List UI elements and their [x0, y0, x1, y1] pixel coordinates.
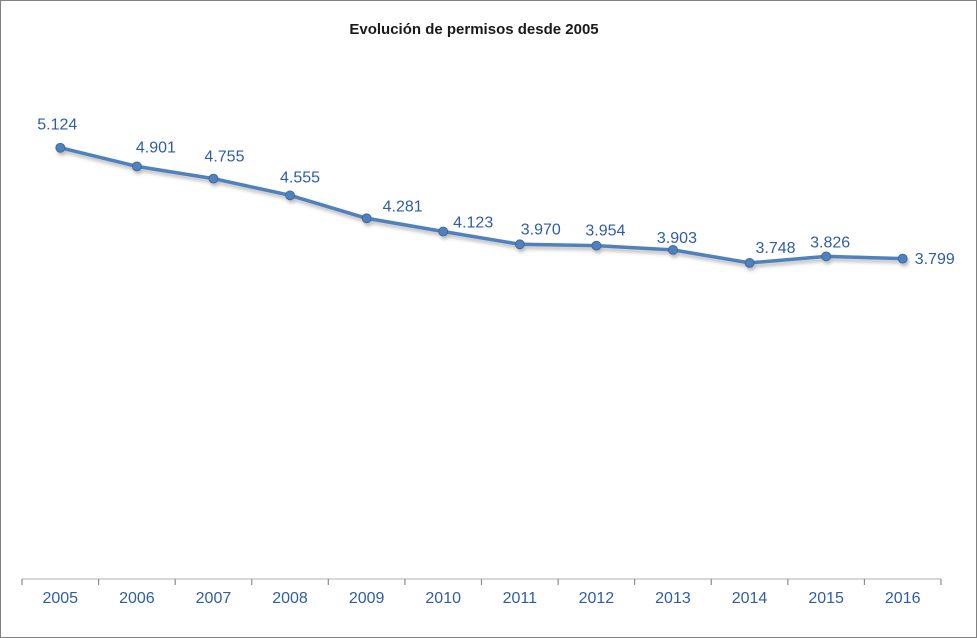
data-point-2009 — [361, 213, 372, 224]
x-axis-label-2005: 2005 — [42, 590, 78, 607]
data-label-2008: 4.555 — [280, 169, 320, 186]
x-axis-label-2010: 2010 — [425, 590, 461, 607]
data-label-2005: 5.124 — [37, 117, 77, 134]
data-point-2016 — [897, 253, 908, 264]
data-point-2014 — [744, 257, 755, 268]
data-point-2007 — [208, 173, 219, 184]
data-label-2009: 4.281 — [383, 198, 423, 215]
data-point-2015 — [821, 251, 832, 262]
x-axis-label-2006: 2006 — [119, 590, 155, 607]
x-axis-label-2008: 2008 — [272, 590, 308, 607]
data-label-2010: 4.123 — [453, 214, 493, 231]
x-axis-label-2014: 2014 — [732, 590, 768, 607]
data-point-2012 — [591, 240, 602, 251]
x-axis-label-2013: 2013 — [655, 590, 691, 607]
data-label-2014: 3.748 — [756, 240, 796, 257]
x-axis-label-2007: 2007 — [196, 590, 232, 607]
x-axis-label-2009: 2009 — [349, 590, 385, 607]
data-label-2011: 3.970 — [521, 221, 561, 238]
x-axis-label-2012: 2012 — [579, 590, 615, 607]
data-point-2005 — [55, 142, 66, 153]
data-point-2013 — [668, 244, 678, 255]
data-point-2006 — [131, 161, 142, 172]
data-label-2006: 4.901 — [136, 139, 176, 156]
data-label-2013: 3.903 — [657, 230, 697, 247]
x-axis-label-2011: 2011 — [503, 590, 538, 607]
data-point-2010 — [438, 226, 449, 237]
chart-title: Evolución de permisos desde 2005 — [349, 21, 599, 38]
data-label-2015: 3.826 — [810, 234, 850, 251]
series-line — [58, 145, 905, 265]
x-axis-label-2015: 2015 — [808, 590, 844, 607]
data-label-2016: 3.799 — [915, 251, 955, 268]
x-axis-label-2016: 2016 — [885, 590, 921, 607]
data-point-2011 — [514, 239, 525, 250]
data-label-2012: 3.954 — [585, 223, 625, 240]
series-group — [55, 142, 908, 268]
data-point-2008 — [285, 190, 295, 201]
data-label-2007: 4.755 — [204, 149, 244, 166]
